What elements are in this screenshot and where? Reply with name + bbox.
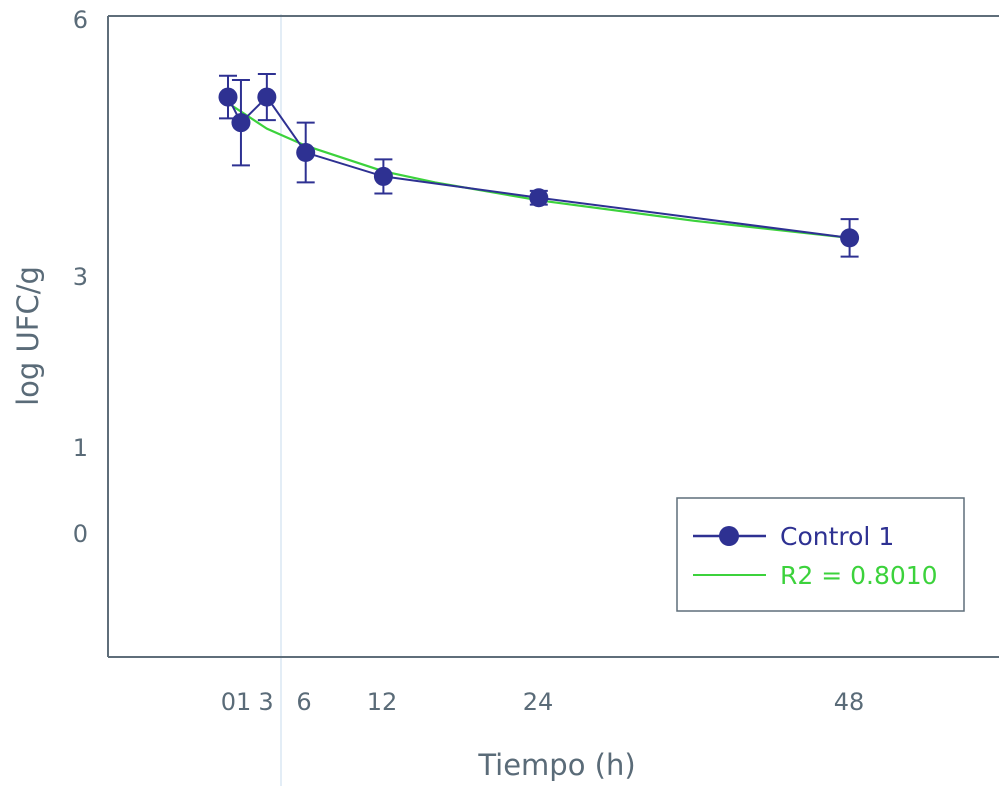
control-series: [218, 73, 860, 258]
data-point: [373, 166, 393, 186]
y-tick-label: 6: [73, 6, 88, 34]
x-tick-label: 24: [523, 688, 554, 716]
x-tick-label: 3: [258, 688, 273, 716]
data-point: [218, 87, 238, 107]
x-tick-label: 01: [221, 688, 252, 716]
legend-label-trend: R2 = 0.8010: [780, 561, 938, 590]
trend-line: [227, 102, 850, 239]
control-line: [227, 95, 850, 239]
legend-box: [676, 497, 965, 612]
y-tick-label: 0: [73, 520, 88, 548]
x-axis-title: Tiempo (h): [477, 748, 635, 782]
y-tick-label: 1: [73, 434, 88, 462]
y-tick-label: 3: [73, 263, 88, 291]
x-tick-label: 6: [296, 688, 311, 716]
y-axis-title: log UFC/g: [11, 266, 45, 406]
data-point: [840, 228, 860, 248]
x-tick-labels: 01 3 6 12 24 48: [221, 688, 865, 716]
trend-series: [227, 102, 850, 239]
data-point: [296, 143, 316, 163]
x-tick-label: 48: [834, 688, 865, 716]
legend: Control 1 R2 = 0.8010: [676, 497, 965, 612]
data-point: [257, 87, 277, 107]
data-point: [529, 188, 549, 208]
y-tick-labels: 6 3 1 0: [73, 6, 88, 548]
data-point: [231, 113, 251, 133]
legend-marker-control: [719, 526, 739, 546]
legend-label-control: Control 1: [780, 522, 894, 551]
plot-frame: [107, 15, 999, 658]
x-tick-label: 12: [367, 688, 398, 716]
